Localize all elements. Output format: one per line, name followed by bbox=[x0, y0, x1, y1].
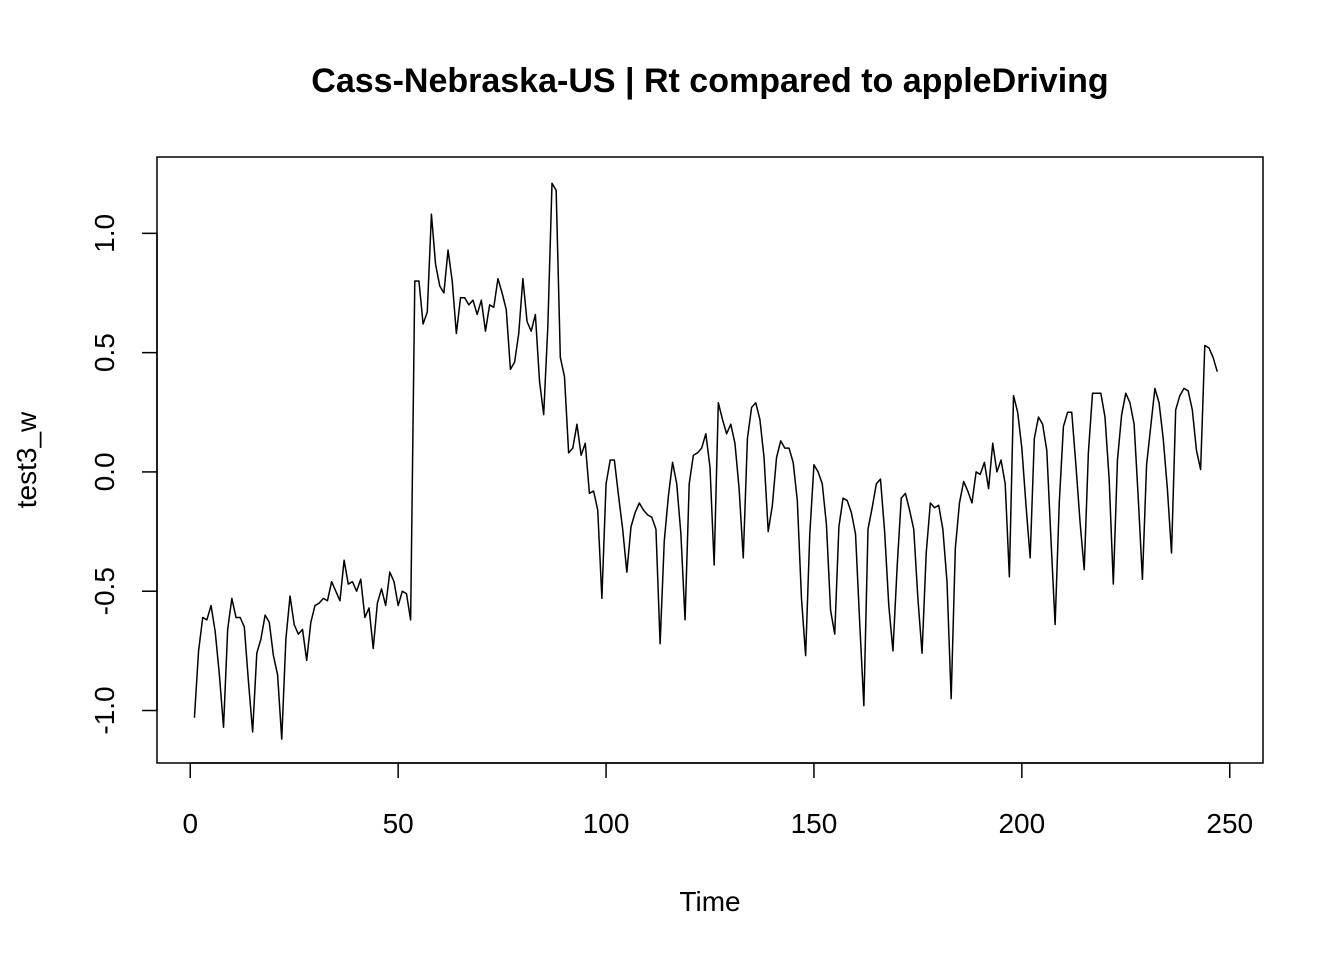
x-tick-label: 250 bbox=[1206, 808, 1253, 839]
y-tick-label: 0.5 bbox=[89, 333, 120, 372]
plot-frame bbox=[156, 156, 1264, 764]
y-tick-label: 0.0 bbox=[89, 452, 120, 491]
y-tick-label: -0.5 bbox=[89, 567, 120, 615]
y-axis-label: test3_w bbox=[11, 411, 42, 508]
x-tick-label: 50 bbox=[383, 808, 414, 839]
series-line bbox=[193, 182, 1218, 740]
x-tick-label: 0 bbox=[182, 808, 198, 839]
y-tick-label: 1.0 bbox=[89, 214, 120, 253]
y-axis: -1.0 -0.5 0.0 0.5 1.0 bbox=[89, 214, 158, 735]
chart-title: Cass-Nebraska-US | Rt compared to appleD… bbox=[311, 62, 1108, 100]
x-tick-label: 150 bbox=[791, 808, 838, 839]
x-axis: 0 50 100 150 200 250 bbox=[182, 762, 1253, 839]
y-tick-label: -1.0 bbox=[89, 686, 120, 734]
x-tick-label: 100 bbox=[583, 808, 630, 839]
x-axis-label: Time bbox=[679, 886, 740, 917]
x-tick-label: 200 bbox=[998, 808, 1045, 839]
